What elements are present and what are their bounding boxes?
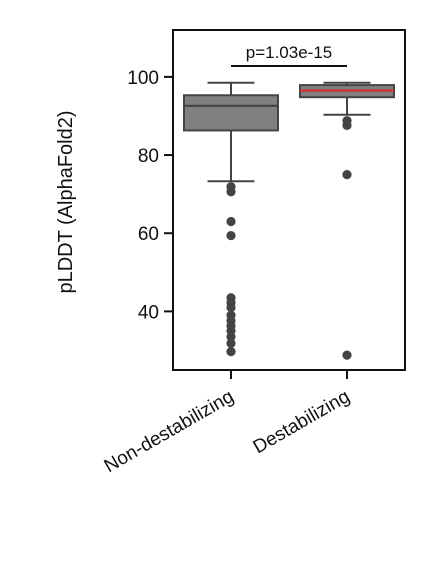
- y-tick-label-80: 80: [138, 146, 159, 167]
- y-tick-label-40: 40: [138, 302, 159, 323]
- outlier-point: [226, 302, 236, 313]
- outlier-point: [226, 216, 236, 227]
- y-tick-label-100: 100: [127, 68, 159, 89]
- outlier-point: [226, 187, 236, 197]
- x-axis: Non-destabilizing Destabilizing: [101, 370, 354, 477]
- box-1: [299, 81, 395, 360]
- x-category-label-1: Destabilizing: [250, 386, 354, 458]
- p-value-label: p=1.03e-15: [246, 43, 333, 62]
- y-tick-label-60: 60: [138, 224, 159, 245]
- y-axis-label: pLDDT (AlphaFold2): [55, 110, 77, 293]
- outlier-point: [342, 350, 352, 360]
- outlier-point: [226, 332, 236, 342]
- outlier-point: [226, 338, 236, 349]
- outlier-point: [226, 230, 236, 241]
- significance-annotation: p=1.03e-15: [231, 43, 347, 67]
- outlier-point: [342, 169, 352, 180]
- plot-frame: [172, 29, 406, 371]
- outlier-point: [342, 120, 352, 130]
- outlier-point: [226, 347, 236, 357]
- box-0: [183, 81, 279, 357]
- boxes: [183, 81, 395, 360]
- x-category-label-0: Non-destabilizing: [101, 386, 238, 477]
- y-axis: 40 60 80 100: [127, 68, 173, 323]
- iqr-box: [183, 94, 279, 132]
